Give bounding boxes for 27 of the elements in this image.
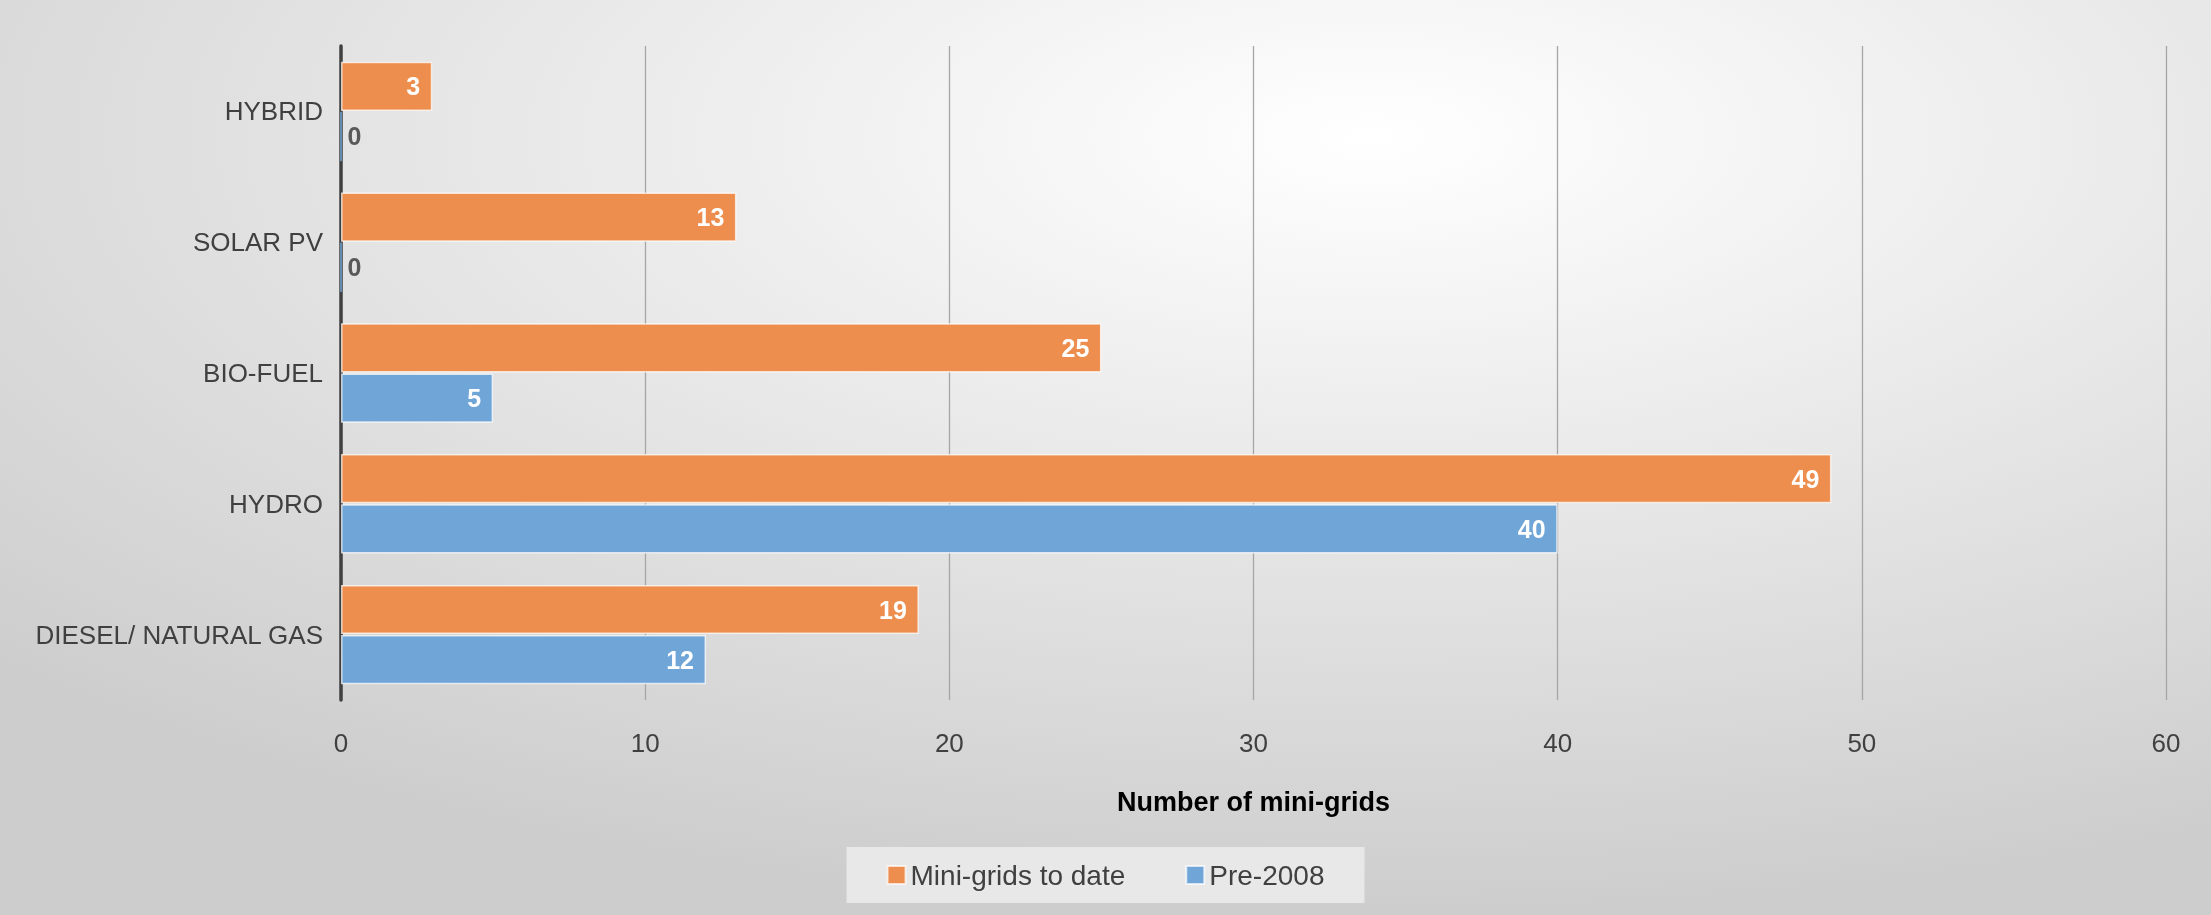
data-label: 0	[347, 122, 362, 151]
data-label: 25	[1061, 333, 1090, 362]
y-tick-label: SOLAR PV	[192, 227, 324, 258]
data-label: 40	[1517, 514, 1546, 543]
data-label: 12	[666, 645, 694, 674]
x-tick-label: 10	[630, 728, 660, 758]
y-tick-label: DIESEL/ NATURAL GAS	[35, 619, 323, 650]
data-label: 49	[1791, 464, 1820, 493]
x-tick-label: 60	[2151, 728, 2181, 758]
x-tick-label: 30	[1239, 728, 1268, 758]
legend-label: Pre-2008	[1209, 859, 1325, 891]
x-tick-label: 20	[934, 728, 964, 758]
data-label: 5	[467, 384, 482, 413]
data-label: 19	[879, 595, 907, 624]
data-label: 13	[696, 203, 725, 232]
y-tick-label: HYDRO	[229, 488, 323, 519]
x-tick-label: 40	[1543, 728, 1573, 758]
x-tick-label: 0	[333, 728, 349, 758]
data-label: 0	[347, 253, 362, 282]
y-tick-label: BIO-FUEL	[203, 358, 323, 388]
y-tick-label: HYBRID	[224, 96, 323, 127]
bar	[341, 61, 433, 111]
legend-label: Mini-grids to date	[910, 859, 1126, 891]
x-tick-label: 50	[1847, 728, 1877, 758]
data-label: 3	[406, 72, 421, 101]
x-axis-title: Number of mini-grids	[1116, 786, 1391, 817]
bar	[341, 192, 737, 242]
